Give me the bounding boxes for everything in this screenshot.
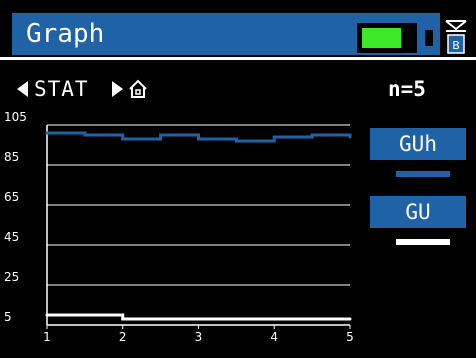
triangle-right-icon[interactable] [108,76,126,102]
y-tick-label: 5 [4,310,12,324]
y-tick-label: 65 [4,190,19,204]
data-point-gu [45,313,49,317]
title-bar: Graph B [0,0,476,60]
data-point-guh [272,135,276,139]
data-point-gu [197,317,200,321]
data-point-guh [310,133,314,137]
sd-card-icon: B [445,20,467,54]
data-point-gu [159,317,163,321]
data-point-gu [121,317,125,321]
battery-icon [357,23,417,53]
sample-count: n=5 [388,77,426,101]
legend-gu: GU [370,196,466,228]
legend-guh-swatch [396,171,450,177]
data-point-guh [159,133,163,137]
home-icon[interactable] [128,79,148,99]
data-point-guh [83,133,87,137]
legend-guh: GUh [370,128,466,160]
x-tick-label: 2 [119,330,127,344]
triangle-left-icon[interactable] [14,76,32,102]
data-point-gu [234,317,238,321]
x-tick-label: 1 [43,330,51,344]
data-point-gu [348,317,352,321]
page-title: Graph [26,19,105,49]
battery-level [362,28,401,48]
x-tick-label: 4 [270,330,278,344]
storage-label: B [452,39,460,52]
y-tick-label: 105 [4,110,27,124]
data-point-guh [45,131,49,135]
legend-gu-swatch [396,239,450,245]
data-point-gu [310,317,314,321]
battery-tip [425,30,433,46]
data-point-guh [121,137,125,141]
data-point-gu [272,317,276,321]
y-tick-label: 25 [4,270,19,284]
data-point-guh [348,135,352,139]
data-point-guh [197,137,200,141]
data-point-guh [234,139,238,143]
data-point-gu [83,313,87,317]
x-tick-label: 5 [346,330,354,344]
y-tick-label: 85 [4,150,19,164]
x-tick-label: 3 [195,330,203,344]
y-tick-label: 45 [4,230,19,244]
series-line-gu [47,313,350,321]
nav-label: STAT [34,77,89,101]
